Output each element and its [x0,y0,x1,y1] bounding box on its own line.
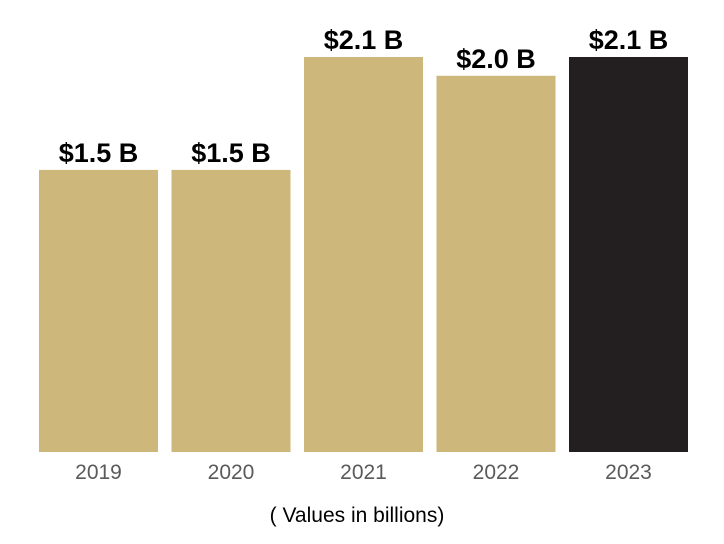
x-tick-label-2022: 2022 [473,461,520,484]
x-tick-label-2023: 2023 [605,461,652,484]
bars-group [39,57,688,453]
units-note: ( Values in billions) [270,504,445,527]
x-axis-ticks-group: 2019 2020 2021 2022 2023 [75,461,652,484]
value-label-2020: $1.5 B [191,138,271,168]
bar-2022 [436,75,556,453]
x-tick-label-2019: 2019 [75,461,122,484]
x-tick-label-2020: 2020 [208,461,255,484]
value-label-2022: $2.0 B [456,44,536,74]
bar-2023 [569,57,688,452]
bar-2020 [171,169,291,452]
value-labels-group: $1.5 B $1.5 B $2.1 B $2.0 B $2.1 B [59,25,669,168]
x-tick-label-2021: 2021 [340,461,387,484]
bar-2019 [39,169,158,452]
value-label-2021: $2.1 B [324,25,404,55]
bar-2021 [304,57,423,452]
value-label-2019: $1.5 B [59,138,139,168]
value-label-2023: $2.1 B [589,25,669,55]
